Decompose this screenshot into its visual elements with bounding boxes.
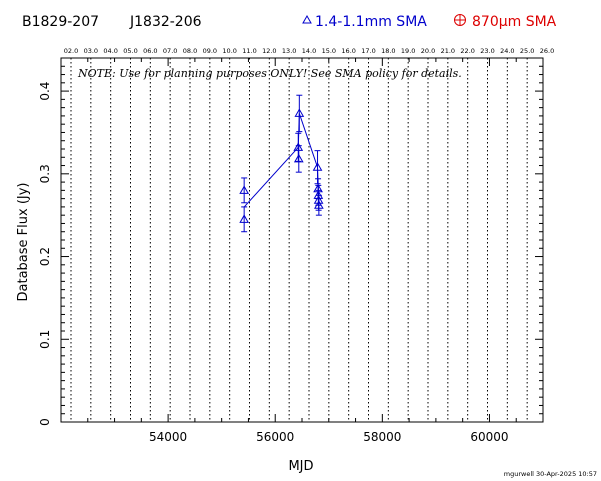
series-1.4-1.1mm <box>239 94 324 233</box>
top-axis-tick-label: 03.0 <box>84 47 98 55</box>
data-point-triangle <box>239 214 250 223</box>
top-axis-tick-label: 04.0 <box>103 47 117 55</box>
y-tick-label: 0.1 <box>38 330 52 349</box>
legend-triangle-marker <box>302 14 312 24</box>
top-axis-tick-label: 17.0 <box>361 47 375 55</box>
top-axis-tick-label: 13.0 <box>282 47 296 55</box>
y-tick-label: 0 <box>38 418 52 426</box>
top-axis-tick-label: 07.0 <box>163 47 177 55</box>
legend-label-1: 1.4-1.1mm SMA <box>315 14 427 30</box>
data-point-triangle <box>293 153 304 163</box>
legend-label-2: 870μm SMA <box>472 14 557 30</box>
x-tick-label: 60000 <box>470 430 508 444</box>
y-tick-label: 0.3 <box>38 164 52 183</box>
top-axis-tick-label: 09.0 <box>203 47 217 55</box>
legend-circle-plus-marker <box>454 14 466 26</box>
source-name-1: B1829-207 <box>22 14 99 30</box>
top-axis-tick-label: 21.0 <box>441 47 455 55</box>
data-point-triangle <box>312 162 323 171</box>
plot-frame <box>60 57 544 423</box>
data-point-triangle <box>239 185 250 194</box>
top-axis-tick-label: 02.0 <box>64 47 78 55</box>
top-axis-tick-label: 16.0 <box>341 47 355 55</box>
y-tick-label: 0.2 <box>38 247 52 266</box>
axis-ticks <box>60 57 544 423</box>
y-tick-label: 0.4 <box>38 82 52 101</box>
top-axis-tick-label: 15.0 <box>322 47 336 55</box>
x-axis-label: MJD <box>288 459 313 474</box>
source-name-2: J1832-206 <box>129 14 202 30</box>
data-point-triangle <box>314 200 324 209</box>
top-axis-tick-label: 25.0 <box>520 47 534 55</box>
top-axis-tick-label: 14.0 <box>302 47 316 55</box>
top-axis-tick-label: 06.0 <box>143 47 157 55</box>
legend: 1.4-1.1mm SMA 870μm SMA <box>302 14 557 30</box>
planning-note: NOTE: Use for planning purposes ONLY! Se… <box>77 67 462 80</box>
top-axis-tick-label: 18.0 <box>381 47 395 55</box>
top-axis-tick-label: 19.0 <box>401 47 415 55</box>
x-tick-label: 58000 <box>363 430 401 444</box>
top-axis-tick-label: 24.0 <box>500 47 514 55</box>
series-line <box>243 113 320 208</box>
top-axis-tick-label: 22.0 <box>460 47 474 55</box>
top-axis-tick-label: 05.0 <box>123 47 137 55</box>
top-axis-tick-label: 23.0 <box>480 47 494 55</box>
data-point-triangle <box>293 142 304 151</box>
top-axis-tick-label: 20.0 <box>421 47 435 55</box>
y-axis-label: Database Flux (Jy) <box>16 183 31 302</box>
top-axis-tick-label: 11.0 <box>242 47 256 55</box>
x-tick-label: 54000 <box>149 430 187 444</box>
top-axis-tick-label: 26.0 <box>540 47 554 55</box>
footer-stamp: mgurwell 30-Apr-2025 10:57 <box>504 470 597 478</box>
x-tick-label: 56000 <box>256 430 294 444</box>
data-point-triangle <box>294 108 305 117</box>
year-grid-lines <box>70 58 528 422</box>
top-axis-tick-label: 10.0 <box>222 47 236 55</box>
top-axis-tick-label: 12.0 <box>262 47 276 55</box>
top-axis-tick-label: 08.0 <box>183 47 197 55</box>
